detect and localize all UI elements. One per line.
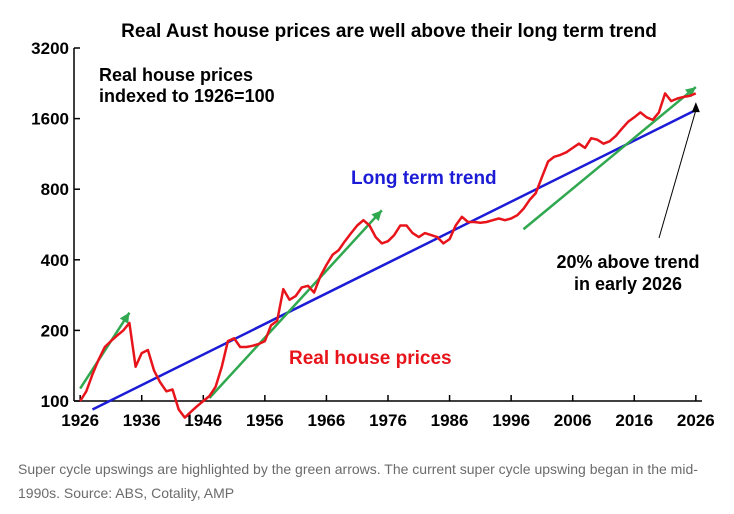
callout-line-2: in early 2026: [574, 274, 682, 294]
x-tick-label: 1986: [431, 411, 469, 430]
house-price-chart: Real Aust house prices are well above th…: [31, 21, 715, 430]
upswing-arrow-shaft: [208, 209, 383, 399]
callout-pointer: [658, 102, 700, 239]
callout-line-1: 20% above trend: [556, 252, 699, 272]
upswing-arrow-head: [119, 312, 130, 324]
x-tick-label: 1966: [308, 411, 346, 430]
chart-title: Real Aust house prices are well above th…: [121, 21, 657, 42]
y-tick-label: 100: [41, 392, 69, 411]
upswing-arrow-shaft: [522, 86, 697, 231]
x-tick-label: 1976: [369, 411, 407, 430]
price-line: [79, 92, 697, 419]
y-tick-label: 200: [41, 321, 69, 340]
chart-caption: Super cycle upswings are highlighted by …: [18, 461, 698, 501]
x-tick-label: 1926: [61, 411, 99, 430]
callout-line: [658, 110, 697, 239]
x-tick-label: 1936: [123, 411, 161, 430]
upswing-arrow-shaft: [79, 312, 131, 390]
price-layer: [79, 92, 697, 419]
trend-label: Long term trend: [351, 168, 497, 189]
prices-label: Real house prices: [289, 348, 452, 369]
chart-subtitle-line-1: Real house prices: [99, 65, 253, 85]
upswing-arrow-head: [371, 210, 382, 222]
y-tick-label: 1600: [31, 110, 69, 129]
x-tick-label: 2026: [677, 411, 715, 430]
trend-line: [91, 108, 697, 411]
trend-layer: [91, 108, 697, 411]
x-tick-label: 2016: [615, 411, 653, 430]
upswing-arrows: [79, 86, 697, 399]
x-tick-label: 2006: [554, 411, 592, 430]
x-tick-label: 1996: [492, 411, 530, 430]
y-tick-label: 400: [41, 251, 69, 270]
x-tick-label: 1956: [246, 411, 284, 430]
chart-axes: 100 200 400 800 1600 3200 1926 1936 1946 1956 1966…: [31, 39, 715, 430]
callout-arrow-head: [691, 102, 700, 113]
upswing-arrow-head: [684, 87, 696, 98]
y-tick-label: 3200: [31, 39, 69, 58]
x-tick-label: 1946: [184, 411, 222, 430]
chart-subtitle-line-2: indexed to 1926=100: [99, 86, 275, 106]
y-tick-label: 800: [41, 180, 69, 199]
